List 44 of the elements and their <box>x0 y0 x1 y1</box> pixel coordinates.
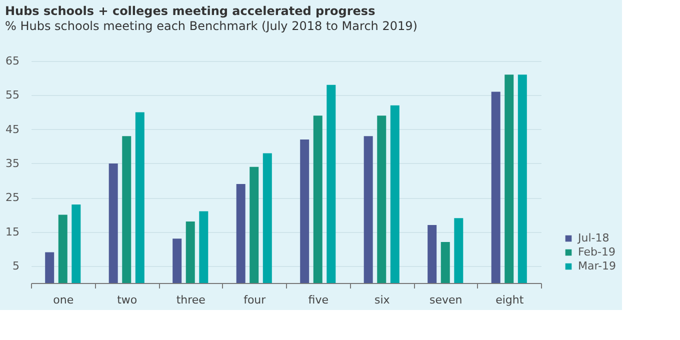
y-tick-label: 35 <box>6 156 20 170</box>
bar <box>135 112 144 283</box>
chart-title: Hubs schools + colleges meeting accelerated progress <box>5 4 376 18</box>
x-tick-label: two <box>117 294 138 306</box>
legend-label: Feb-19 <box>578 246 616 258</box>
bar <box>236 184 246 283</box>
bar <box>262 153 272 283</box>
x-tick-label: three <box>176 294 206 306</box>
bar <box>45 252 54 283</box>
bar <box>518 74 527 283</box>
bar <box>504 74 514 283</box>
bar <box>440 242 450 283</box>
chart-subtitle: % Hubs schools meeting each Benchmark (July 2018 to March 2019) <box>5 19 418 33</box>
x-tick-label: five <box>308 294 329 306</box>
x-tick-label: one <box>53 294 74 306</box>
bar <box>186 222 195 283</box>
x-tick-label: six <box>374 294 390 306</box>
bar <box>326 84 336 283</box>
x-tick-label: eight <box>496 294 524 306</box>
bar <box>454 218 464 283</box>
bar <box>58 214 68 283</box>
bar <box>300 140 310 283</box>
bar <box>250 166 259 283</box>
y-tick-label: 65 <box>6 54 20 68</box>
bar <box>377 116 386 283</box>
x-tick-label: seven <box>430 294 462 306</box>
legend-label: Mar-19 <box>578 260 616 272</box>
x-tick-label: four <box>244 294 266 306</box>
bar <box>364 136 373 283</box>
y-tick-label: 45 <box>6 122 20 136</box>
bar <box>199 211 208 283</box>
bar <box>108 163 118 283</box>
bar <box>491 92 500 283</box>
y-tick-label: 25 <box>6 191 20 204</box>
y-tick-label: 5 <box>12 259 20 272</box>
bar <box>428 224 437 283</box>
bar <box>172 238 182 283</box>
bar <box>122 136 132 283</box>
legend-label: Jul-18 <box>577 232 610 244</box>
bar <box>313 116 322 283</box>
bar <box>72 204 81 283</box>
y-tick-label: 15 <box>6 225 20 238</box>
bar <box>390 105 400 283</box>
y-tick-label: 55 <box>6 88 20 102</box>
